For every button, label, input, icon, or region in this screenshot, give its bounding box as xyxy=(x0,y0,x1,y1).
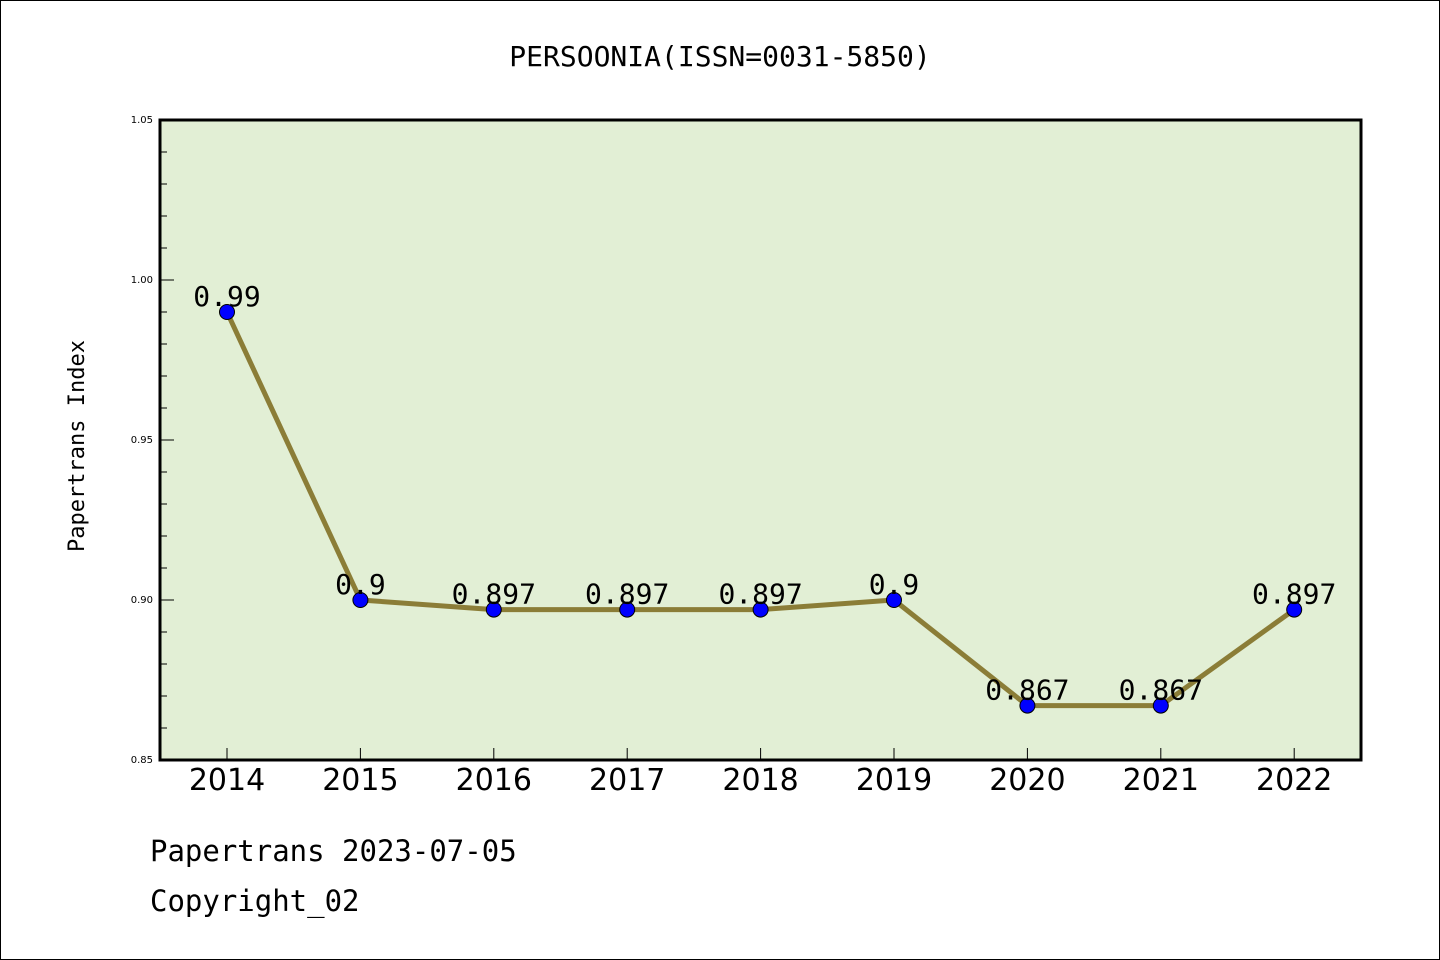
data-point xyxy=(352,592,369,608)
chart-title: PERSOONIA(ISSN=0031-5850) xyxy=(509,40,930,73)
footer-copyright: Copyright_02 xyxy=(150,884,360,918)
x-tick-label: 2018 xyxy=(722,763,798,798)
y-tick-label: 0.90 xyxy=(131,595,153,606)
footer-date: Papertrans 2023-07-05 xyxy=(150,834,517,868)
data-label: 0.9 xyxy=(335,568,386,601)
data-point xyxy=(886,592,902,608)
y-tick-label: 0.95 xyxy=(131,435,153,446)
x-tick-label: 2020 xyxy=(989,763,1065,798)
data-label: 0.897 xyxy=(585,578,669,611)
y-tick-label: 1.05 xyxy=(131,115,153,126)
data-point xyxy=(1152,697,1169,714)
data-label: 0.897 xyxy=(718,578,802,611)
x-tick-label: 2016 xyxy=(456,763,532,798)
data-point xyxy=(1019,697,1036,714)
data-label: 0.897 xyxy=(1252,578,1336,611)
data-label: 0.897 xyxy=(452,578,536,611)
x-ticks: 2014 2015 2016 2017 2018 2019 2020 2021 2022 xyxy=(189,748,1332,798)
data-point xyxy=(1286,601,1303,618)
y-axis-label: Papertrans Index xyxy=(65,340,90,552)
x-tick-label: 2017 xyxy=(589,763,665,798)
x-tick-label: 2014 xyxy=(189,763,265,798)
data-labels: 0.99 0.9 0.897 0.897 0.897 0.9 0.867 0.867 0.897 xyxy=(193,280,1336,707)
x-tick-label: 2015 xyxy=(322,763,398,798)
data-label: 0.867 xyxy=(985,674,1069,707)
data-point xyxy=(752,601,769,618)
data-point xyxy=(485,601,502,618)
data-label: 0.867 xyxy=(1119,674,1203,707)
data-point xyxy=(619,601,636,618)
x-tick-label: 2022 xyxy=(1256,763,1332,798)
plot-border xyxy=(158,118,1363,762)
x-tick-label: 2021 xyxy=(1123,763,1199,798)
data-label: 0.99 xyxy=(193,280,260,313)
y-tick-label: 1.00 xyxy=(131,275,153,286)
plot-area xyxy=(160,120,1361,760)
data-point xyxy=(219,304,235,320)
data-label: 0.9 xyxy=(869,568,920,601)
y-tick-label: 0.85 xyxy=(131,755,153,766)
data-points xyxy=(219,304,1303,714)
x-tick-label: 2019 xyxy=(856,763,932,798)
